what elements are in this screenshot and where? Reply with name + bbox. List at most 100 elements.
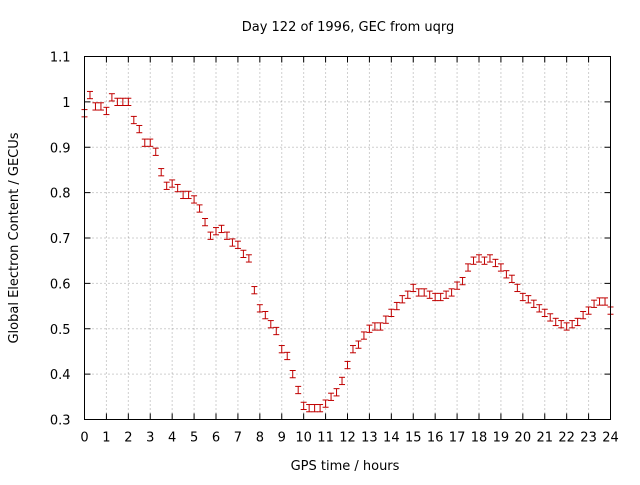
data-point — [158, 168, 165, 177]
data-point — [410, 283, 417, 293]
data-point — [317, 404, 324, 413]
data-point — [366, 324, 373, 333]
data-point — [213, 227, 219, 236]
data-point — [448, 288, 455, 297]
y-tick-label: 1 — [62, 96, 70, 111]
data-point — [503, 270, 510, 279]
x-tick-label: 4 — [168, 431, 176, 446]
data-point — [481, 256, 488, 265]
data-point — [465, 263, 472, 272]
y-tick-label: 0.3 — [50, 414, 71, 429]
x-tick-label: 8 — [256, 431, 264, 446]
data-point — [108, 93, 115, 102]
x-tick-label: 15 — [405, 431, 422, 446]
data-point — [421, 288, 428, 297]
data-point — [437, 292, 444, 302]
data-point — [349, 345, 356, 354]
data-point — [415, 288, 422, 297]
x-tick-label: 5 — [190, 431, 198, 446]
chart-title: Day 122 of 1996, GEC from uqrg — [242, 20, 455, 35]
x-tick-label: 17 — [449, 431, 466, 446]
x-tick-label: 9 — [278, 431, 286, 446]
data-point — [234, 240, 241, 249]
x-tick-label: 12 — [339, 431, 356, 446]
data-point — [103, 106, 110, 116]
x-tick-label: 2 — [124, 431, 132, 446]
data-point — [322, 399, 329, 408]
data-point — [141, 138, 148, 147]
data-point — [344, 360, 351, 370]
x-tick-label: 19 — [493, 431, 510, 446]
data-point — [525, 295, 532, 304]
x-tick-label: 0 — [80, 431, 88, 446]
data-point — [371, 322, 378, 331]
data-point — [558, 320, 565, 329]
x-axis-label: GPS time / hours — [291, 459, 400, 474]
x-tick-label: 18 — [471, 431, 488, 446]
data-point — [492, 258, 499, 268]
data-point — [476, 254, 482, 263]
data-point — [273, 326, 280, 336]
data-point — [382, 315, 389, 324]
data-point — [245, 254, 252, 263]
data-point — [130, 115, 137, 125]
data-point — [388, 308, 395, 317]
x-tick-label: 11 — [317, 431, 334, 446]
x-tick-label: 23 — [580, 431, 597, 446]
data-point — [256, 304, 263, 313]
data-point — [591, 299, 598, 308]
data-point — [92, 102, 99, 111]
x-tick-label: 21 — [536, 431, 553, 446]
data-point — [223, 231, 230, 240]
data-point — [278, 345, 285, 354]
data-point — [541, 308, 548, 317]
data-point — [196, 204, 203, 213]
data-point — [404, 290, 411, 299]
data-point — [585, 306, 592, 315]
data-point — [426, 290, 433, 299]
data-point — [328, 392, 335, 401]
data-point — [360, 331, 367, 340]
data-point — [355, 340, 362, 349]
x-tick-label: 6 — [212, 431, 220, 446]
data-point — [311, 404, 318, 413]
data-point — [306, 404, 313, 413]
data-point — [454, 281, 461, 290]
x-tick-label: 10 — [295, 431, 312, 446]
x-tick-label: 16 — [427, 431, 444, 446]
data-point — [163, 181, 170, 190]
x-tick-label: 22 — [558, 431, 575, 446]
data-point — [443, 290, 450, 299]
data-point — [339, 376, 346, 386]
data-point — [147, 138, 154, 147]
data-point — [295, 385, 302, 395]
data-point — [580, 311, 587, 320]
data-point — [459, 276, 466, 286]
data-point — [536, 304, 543, 313]
y-axis-label: Global Electron Content / GECUs — [7, 132, 22, 343]
data-point — [530, 299, 537, 308]
data-point — [251, 286, 258, 295]
data-point — [169, 179, 176, 188]
data-point — [267, 320, 274, 329]
y-tick-label: 0.9 — [50, 141, 71, 156]
grid-lines — [84, 56, 611, 420]
data-point — [207, 231, 214, 240]
data-point — [289, 369, 296, 379]
data-point — [596, 297, 603, 306]
data-point — [486, 254, 493, 263]
data-point — [86, 90, 93, 100]
y-tick-label: 0.5 — [50, 323, 71, 338]
y-tick-label: 1.1 — [50, 51, 71, 66]
data-point — [602, 297, 609, 306]
data-point — [185, 190, 192, 200]
data-point — [574, 317, 581, 327]
x-tick-label: 3 — [146, 431, 154, 446]
data-point — [399, 295, 406, 304]
data-point — [218, 224, 225, 234]
data-point — [174, 183, 181, 193]
x-tick-label: 7 — [234, 431, 242, 446]
data-point — [229, 238, 236, 247]
data-point — [300, 401, 307, 411]
